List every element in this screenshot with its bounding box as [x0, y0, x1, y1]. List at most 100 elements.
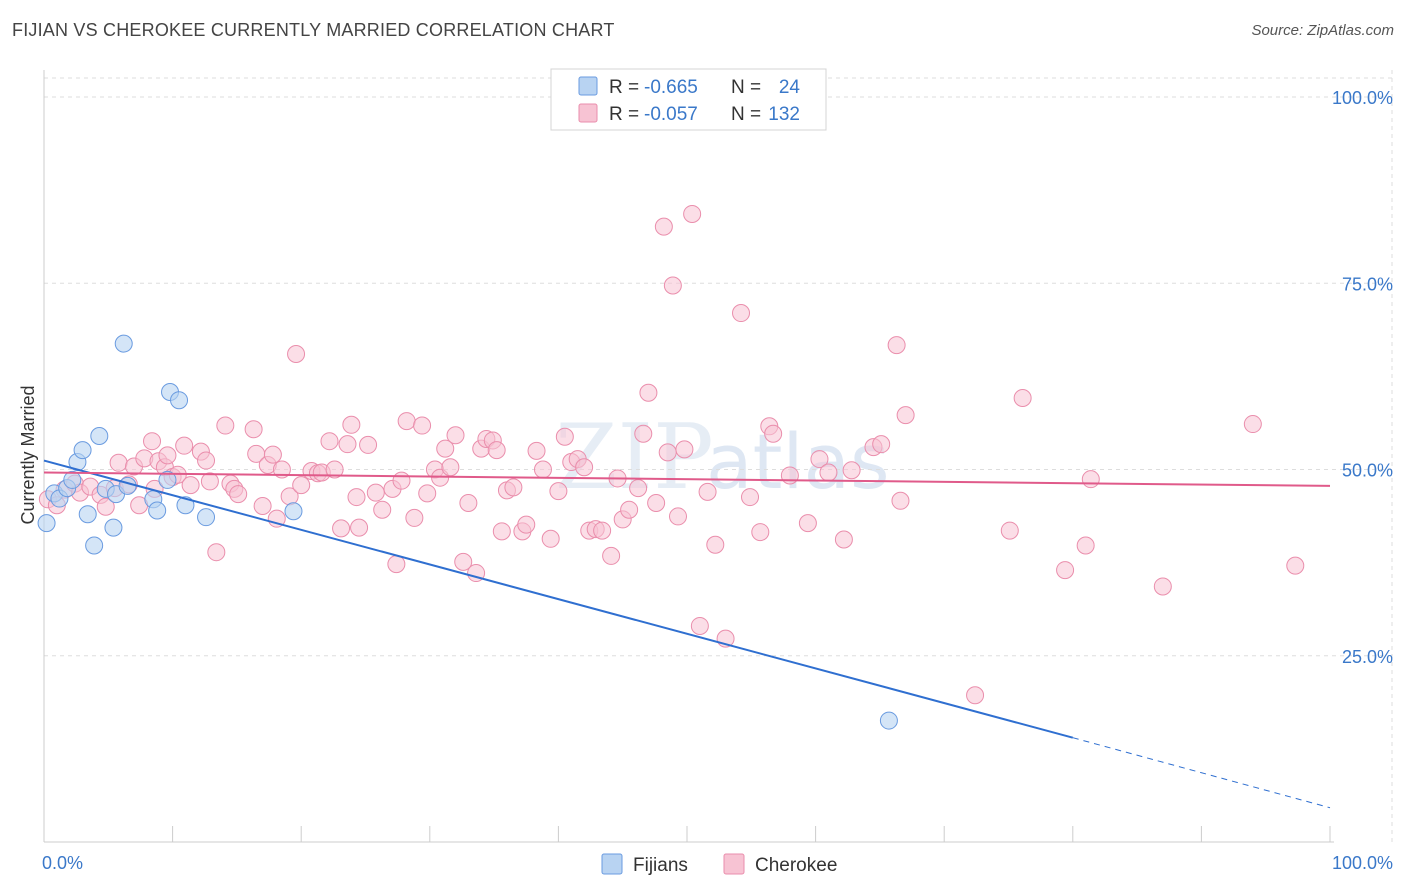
- cherokee-point: [338, 435, 357, 454]
- cherokee-point: [751, 523, 770, 542]
- x-tick-label-max: 100.0%: [1332, 853, 1393, 873]
- cherokee-point: [698, 482, 717, 501]
- cherokee-point: [392, 471, 411, 490]
- fijians-swatch: [578, 76, 598, 96]
- axes: [43, 70, 1334, 843]
- cherokee-point: [350, 518, 369, 537]
- cherokee-point: [347, 488, 366, 507]
- y-axis-title: Currently Married: [18, 385, 38, 524]
- cherokee-point: [366, 483, 385, 502]
- trend-lines: [43, 459, 1331, 809]
- cherokee-point: [732, 304, 751, 323]
- y-tick-labels: 25.0% 50.0% 75.0% 100.0%: [1332, 88, 1393, 667]
- cherokee-point: [459, 494, 478, 513]
- cherokee-point: [834, 530, 853, 549]
- cherokee-point: [654, 217, 673, 236]
- cherokee-point: [1243, 415, 1262, 434]
- cherokee-point: [292, 476, 311, 495]
- cherokee-point: [418, 484, 437, 503]
- cherokee-point: [780, 466, 799, 485]
- cherokee-point: [527, 441, 546, 460]
- y-tick-label-25: 25.0%: [1342, 647, 1393, 667]
- fijian-point: [90, 426, 109, 445]
- cherokee-point: [663, 276, 682, 295]
- cherokee-point: [373, 500, 392, 519]
- fijian-point: [104, 518, 123, 537]
- cherokee-point: [819, 463, 838, 482]
- fijian-point: [73, 441, 92, 460]
- source-credit: Source: ZipAtlas.com: [1251, 22, 1394, 39]
- y-tick-label-50: 50.0%: [1342, 461, 1393, 481]
- fijians-trend-line: [43, 459, 1074, 739]
- cherokee-point: [620, 500, 639, 519]
- fijian-point: [197, 508, 216, 527]
- watermark: ZIP atlas: [555, 405, 890, 510]
- chart-title: FIJIAN VS CHEROKEE CURRENTLY MARRIED COR…: [12, 20, 615, 40]
- cherokee-point: [487, 441, 506, 460]
- cherokee-point: [891, 491, 910, 510]
- cherokee-point: [454, 552, 473, 571]
- legend-cherokee-label: Cherokee: [755, 855, 837, 876]
- cherokee-point: [842, 461, 861, 480]
- cherokee-point: [200, 472, 219, 491]
- cherokee-point: [602, 546, 621, 565]
- cherokee-point: [675, 440, 694, 459]
- cherokee-point: [549, 482, 568, 501]
- fijian-point: [170, 391, 189, 410]
- cherokee-r-value: -0.057: [644, 104, 698, 125]
- cherokee-point: [690, 616, 709, 635]
- cherokee-point: [668, 507, 687, 526]
- cherokee-point: [896, 406, 915, 425]
- cherokee-point: [764, 424, 783, 443]
- cherokee-point: [1000, 521, 1019, 540]
- watermark-atlas: atlas: [706, 417, 890, 506]
- cherokee-point: [175, 436, 194, 455]
- cherokee-point: [441, 458, 460, 477]
- cherokee-point: [634, 424, 653, 443]
- cherokee-point: [504, 478, 523, 497]
- cherokee-points: [38, 204, 1305, 705]
- cherokee-n-value: 132: [768, 104, 800, 125]
- fijians-r-label: R =: [609, 77, 639, 98]
- fijians-r-value: -0.665: [644, 77, 698, 98]
- cherokee-point: [629, 479, 648, 498]
- cherokee-point: [332, 519, 351, 538]
- cherokee-point: [1076, 536, 1095, 555]
- cherokee-n-label: N =: [731, 104, 761, 125]
- cherokee-point: [446, 426, 465, 445]
- cherokee-point: [798, 514, 817, 533]
- cherokee-point: [272, 460, 291, 479]
- cherokee-point: [639, 383, 658, 402]
- cherokee-point: [207, 543, 226, 562]
- cherokee-point: [229, 485, 248, 504]
- fijians-n-label: N =: [731, 77, 761, 98]
- cherokee-point: [706, 535, 725, 554]
- cherokee-point: [325, 460, 344, 479]
- cherokee-point: [158, 446, 177, 465]
- legend-fijians-swatch: [601, 853, 623, 875]
- cherokee-point: [109, 453, 128, 472]
- fijians-trend-extrapolation: [1072, 737, 1331, 809]
- cherokee-point: [253, 497, 272, 516]
- cherokee-point: [216, 416, 235, 435]
- cherokee-point: [1286, 556, 1305, 575]
- cherokee-point: [244, 420, 263, 439]
- cherokee-point: [387, 555, 406, 574]
- legend-fijians-label: Fijians: [633, 855, 688, 876]
- cherokee-point: [492, 522, 511, 541]
- cherokee-point: [342, 415, 361, 434]
- y-tick-label-100: 100.0%: [1332, 88, 1393, 108]
- cherokee-point: [555, 427, 574, 446]
- cherokee-point: [533, 460, 552, 479]
- cherokee-point: [810, 450, 829, 469]
- cherokee-point: [1153, 577, 1172, 596]
- fijian-point: [114, 334, 133, 353]
- y-tick-label-75: 75.0%: [1342, 274, 1393, 294]
- cherokee-point: [741, 488, 760, 507]
- cherokee-point: [593, 521, 612, 540]
- fijian-point: [284, 502, 303, 521]
- fijians-points: [37, 334, 898, 730]
- fijian-point: [78, 505, 97, 524]
- fijian-point: [118, 476, 137, 495]
